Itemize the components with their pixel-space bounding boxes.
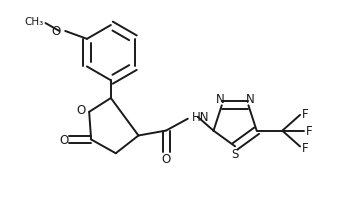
Text: CH₃: CH₃ (24, 17, 43, 27)
Text: O: O (51, 25, 60, 38)
Text: O: O (59, 133, 68, 146)
Text: N: N (246, 92, 255, 105)
Text: HN: HN (192, 111, 209, 124)
Text: O: O (161, 152, 171, 165)
Text: N: N (215, 92, 224, 105)
Text: F: F (302, 141, 308, 154)
Text: F: F (306, 125, 312, 137)
Text: S: S (232, 147, 239, 160)
Text: O: O (77, 104, 86, 117)
Text: F: F (302, 108, 308, 121)
